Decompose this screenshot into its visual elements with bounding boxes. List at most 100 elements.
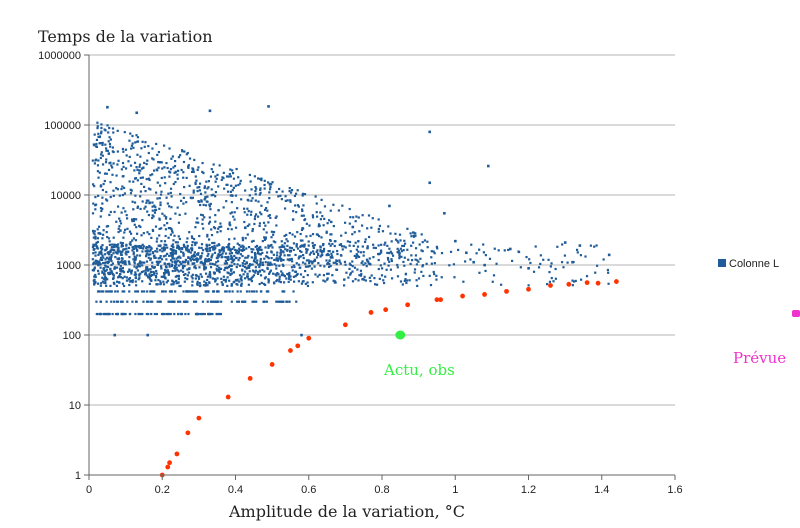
data-point	[93, 278, 96, 281]
data-point	[209, 258, 212, 262]
data-point	[118, 257, 121, 261]
data-point	[251, 300, 254, 303]
data-point	[195, 290, 198, 293]
data-point	[280, 240, 283, 243]
data-point	[403, 256, 406, 259]
data-point	[200, 200, 203, 203]
data-point	[123, 262, 126, 265]
data-point	[155, 191, 158, 194]
data-point	[270, 244, 273, 247]
data-point	[254, 271, 257, 274]
data-point	[114, 244, 118, 247]
data-point	[156, 181, 159, 184]
data-point	[107, 131, 110, 134]
data-point	[161, 290, 164, 293]
data-point	[400, 255, 403, 258]
data-point	[225, 175, 229, 178]
data-point	[291, 233, 294, 236]
data-point	[120, 187, 123, 191]
data-point	[107, 237, 111, 240]
data-point	[152, 270, 155, 274]
data-point	[169, 233, 173, 236]
data-point	[244, 262, 247, 265]
data-point	[93, 275, 96, 278]
data-point	[118, 275, 121, 278]
data-point	[210, 228, 213, 231]
data-point	[283, 242, 286, 245]
data-point	[167, 192, 170, 195]
data-point	[357, 279, 360, 282]
data-point	[448, 264, 451, 267]
data-point	[170, 290, 173, 293]
data-point	[273, 263, 276, 266]
data-point	[146, 159, 149, 162]
data-point	[122, 165, 125, 168]
y-tick-label: 1	[75, 470, 81, 482]
data-point	[315, 256, 319, 259]
data-point	[379, 264, 382, 267]
data-point	[222, 171, 225, 174]
data-point	[100, 256, 103, 259]
data-point	[120, 168, 123, 171]
data-point	[132, 247, 135, 250]
data-point	[222, 249, 225, 252]
data-point	[92, 183, 95, 186]
data-point	[571, 284, 574, 287]
data-point	[127, 278, 131, 281]
data-point	[293, 204, 297, 207]
data-point	[177, 259, 180, 262]
data-point	[593, 245, 596, 248]
data-point	[440, 276, 443, 279]
data-point	[339, 254, 343, 257]
data-point	[141, 243, 144, 246]
data-point	[329, 209, 332, 212]
data-point	[288, 274, 291, 277]
data-point	[246, 272, 249, 275]
data-point	[133, 260, 136, 263]
data-point	[156, 250, 159, 253]
data-point	[203, 186, 206, 190]
data-point	[266, 267, 269, 271]
data-point	[100, 123, 103, 126]
data-point	[198, 189, 201, 192]
data-point	[176, 177, 179, 180]
data-point	[404, 278, 407, 281]
data-point	[277, 273, 280, 276]
data-point	[346, 240, 349, 243]
data-point	[100, 252, 103, 256]
data-point	[301, 245, 305, 248]
data-point	[328, 259, 331, 263]
data-point	[167, 226, 170, 230]
data-point	[136, 254, 139, 257]
data-point	[133, 217, 136, 221]
data-point	[97, 159, 100, 162]
data-point	[147, 312, 150, 316]
x-tick-label: 1.6	[667, 484, 682, 496]
data-point	[150, 290, 153, 293]
data-point	[214, 190, 218, 194]
data-point	[174, 212, 177, 215]
data-point	[99, 215, 102, 218]
data-point	[104, 282, 107, 285]
data-point	[307, 244, 310, 247]
data-point	[224, 252, 228, 255]
data-point	[236, 263, 239, 266]
data-point	[229, 269, 233, 272]
data-point	[140, 182, 143, 186]
data-point	[360, 272, 363, 276]
data-point	[136, 249, 139, 252]
data-point	[101, 276, 104, 279]
data-point	[283, 254, 286, 257]
data-point	[304, 282, 307, 285]
data-point	[186, 237, 189, 240]
data-point	[403, 242, 407, 245]
data-point	[268, 271, 272, 274]
data-point	[290, 189, 294, 192]
data-point	[203, 259, 207, 262]
data-point	[227, 255, 230, 258]
data-point	[270, 263, 273, 266]
data-point	[139, 169, 142, 172]
data-point	[208, 312, 211, 316]
data-point	[111, 312, 114, 316]
data-point	[371, 217, 374, 220]
